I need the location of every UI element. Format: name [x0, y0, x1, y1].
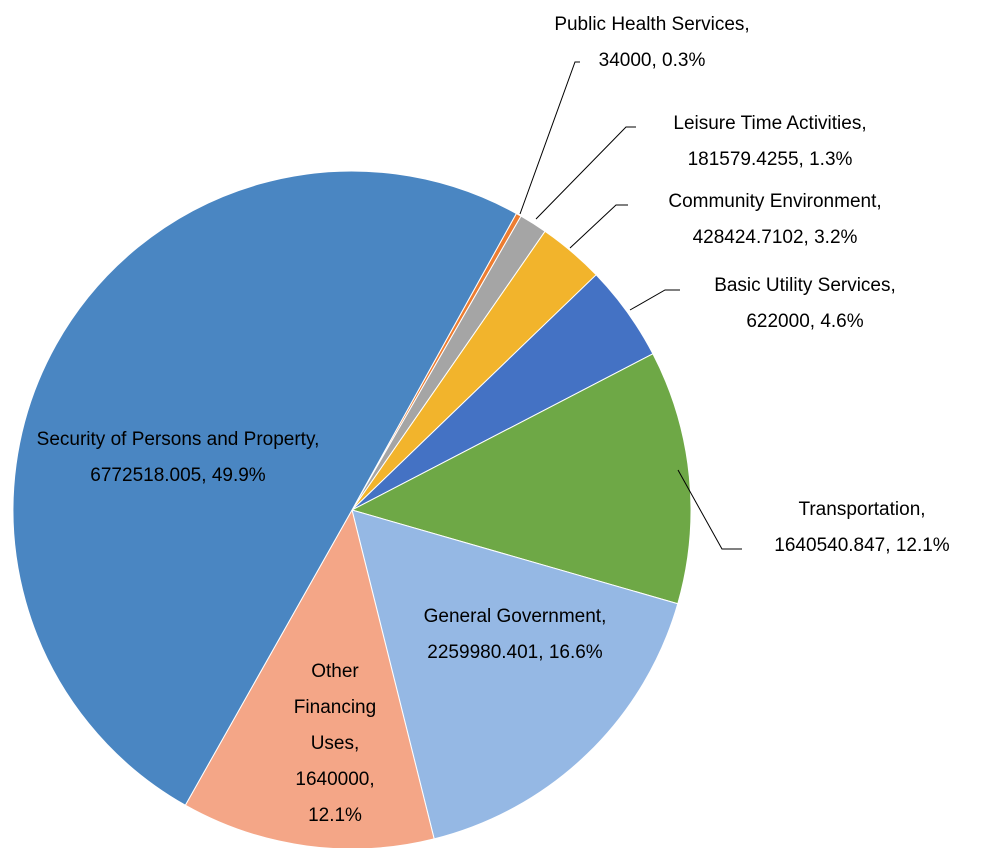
label-separator: ,: [538, 642, 549, 663]
label-category: Leisure Time Activities: [673, 113, 862, 134]
data-label: Community Environment, 428424.7102, 3.2%: [630, 184, 920, 256]
pie-slice: [351, 509, 679, 840]
label-value: 1640540.847: [774, 535, 886, 556]
leader-line: [569, 204, 628, 249]
label-value: 2259980.401: [427, 642, 539, 663]
label-separator: ,: [809, 311, 821, 332]
label-separator: ,: [861, 113, 867, 134]
label-separator: ,: [885, 535, 896, 556]
label-separator: ,: [601, 606, 607, 627]
label-separator: ,: [876, 191, 882, 212]
label-value: 1640000: [295, 769, 370, 790]
label-percent: 3.2%: [814, 227, 858, 248]
label-percent: 4.6%: [820, 311, 864, 332]
label-percent: 1.3%: [809, 149, 853, 170]
leader-line: [535, 126, 636, 220]
leader-line: [677, 469, 742, 550]
label-value: 622000: [746, 311, 810, 332]
label-category: Basic Utility Services: [714, 275, 891, 296]
data-label: Leisure Time Activities, 181579.4255, 1.…: [645, 106, 895, 178]
data-label: Other Financing Uses, 1640000, 12.1%: [283, 654, 387, 834]
label-separator: ,: [920, 499, 926, 520]
label-category: Transportation: [798, 499, 921, 520]
label-value: 181579.4255: [687, 149, 799, 170]
label-separator: ,: [744, 14, 750, 35]
data-label: Public Health Services, 34000, 0.3%: [532, 7, 772, 79]
slices: [12, 170, 692, 848]
pie-slice: [350, 353, 692, 605]
label-value: 34000: [598, 50, 652, 71]
label-separator: ,: [798, 149, 810, 170]
leader-line: [629, 289, 680, 311]
label-percent: 12.1%: [308, 805, 362, 826]
leader-line: [519, 61, 580, 215]
label-percent: 12.1%: [895, 535, 950, 556]
label-separator: ,: [314, 429, 320, 450]
pie-slice: [12, 170, 518, 806]
data-label: Security of Persons and Property, 677251…: [28, 422, 328, 494]
pie-slice: [184, 508, 435, 848]
label-percent: 0.3%: [662, 50, 706, 71]
label-percent: 16.6%: [548, 642, 603, 663]
label-category: Public Health Services: [554, 14, 745, 35]
label-separator: ,: [369, 769, 375, 790]
label-separator: ,: [890, 275, 896, 296]
label-category: General Government: [423, 606, 602, 627]
data-label: Basic Utility Services, 622000, 4.6%: [680, 268, 930, 340]
label-separator: ,: [354, 733, 360, 754]
label-category: Security of Persons and Property: [36, 429, 315, 450]
label-separator: ,: [651, 50, 663, 71]
label-separator: ,: [803, 227, 815, 248]
label-category: Other Financing Uses: [293, 661, 377, 754]
data-label: General Government, 2259980.401, 16.6%: [370, 599, 660, 671]
data-label: Transportation, 1640540.847, 12.1%: [762, 492, 962, 564]
label-percent: 49.9%: [211, 465, 266, 486]
label-category: Community Environment: [668, 191, 877, 212]
label-value: 6772518.005: [90, 465, 202, 486]
label-value: 428424.7102: [692, 227, 804, 248]
label-separator: ,: [201, 465, 212, 486]
